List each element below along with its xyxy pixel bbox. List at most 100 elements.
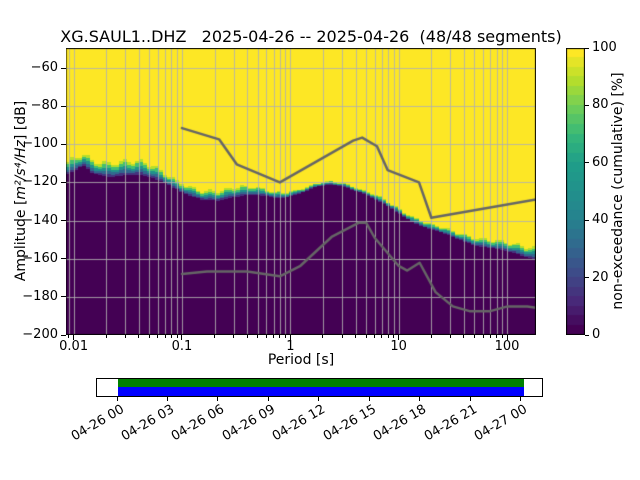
x-axis-minor-tick [430, 335, 432, 338]
y-tick-label: −140 [22, 212, 58, 228]
x-axis-minor-tick [138, 335, 140, 338]
x-axis-minor-tick [164, 335, 166, 338]
timeline-tick [116, 397, 118, 401]
x-tick-label: 10 [390, 339, 407, 354]
colorbar-canvas [566, 48, 585, 335]
colorbar-tick-label: 60 [592, 154, 609, 170]
x-tick-label: 100 [494, 339, 520, 354]
x-axis-minor-tick [355, 335, 357, 338]
colorbar-tick-label: 40 [592, 212, 609, 228]
timeline-tick [267, 397, 269, 401]
x-axis-tick [181, 335, 183, 340]
timeline-tick-label: 04-26 00 [68, 402, 127, 445]
colorbar-tick [585, 104, 589, 106]
x-axis-tick [506, 335, 508, 340]
x-axis-minor-tick [214, 335, 216, 338]
x-axis-minor-tick [365, 335, 367, 338]
colorbar [566, 48, 585, 335]
x-axis-minor-tick [473, 335, 475, 338]
y-tick-label: −120 [22, 174, 58, 190]
x-axis-minor-tick [482, 335, 484, 338]
x-axis-minor-tick [381, 335, 383, 338]
colorbar-tick-label: 80 [592, 97, 609, 113]
y-axis-tick [61, 143, 66, 145]
x-axis-minor-tick [176, 335, 178, 338]
timeline-tick-label: 04-26 09 [219, 402, 278, 445]
x-axis-minor-tick [449, 335, 451, 338]
x-axis-minor-tick [233, 335, 235, 338]
y-tick-label: −160 [22, 250, 58, 266]
timeline-tick [368, 397, 370, 401]
x-axis-minor-tick [265, 335, 267, 338]
x-axis-minor-tick [68, 335, 70, 338]
y-axis-tick [61, 220, 66, 222]
colorbar-label: non-exceedance (cumulative) [%] [610, 72, 626, 310]
timeline-tick-label: 04-26 15 [320, 402, 379, 445]
y-axis-tick [61, 67, 66, 69]
timeline-tick-label: 04-27 00 [471, 402, 530, 445]
timeline-tick [166, 397, 168, 401]
x-tick-label: 0.1 [171, 339, 193, 354]
x-axis-minor-tick [124, 335, 126, 338]
timeline-tick-label: 04-26 06 [169, 402, 228, 445]
x-axis-minor-tick [284, 335, 286, 338]
timeline-tick-label: 04-26 18 [371, 402, 430, 445]
timeline-tick-label: 04-26 21 [421, 402, 480, 445]
x-axis-minor-tick [374, 335, 376, 338]
colorbar-tick-label: 20 [592, 269, 609, 285]
timeline-tick [520, 397, 521, 401]
y-tick-label: −200 [22, 327, 58, 342]
timeline-tick [469, 397, 471, 401]
timeline-tick [318, 397, 320, 401]
colorbar-tick-label: 0 [592, 327, 601, 342]
y-axis-tick [61, 105, 66, 107]
y-axis-tick [61, 334, 66, 336]
colorbar-tick [585, 219, 589, 221]
x-axis-minor-tick [322, 335, 324, 338]
y-tick-label: −80 [30, 98, 58, 114]
x-axis-minor-tick [393, 335, 395, 338]
x-axis-label: Period [s] [267, 352, 335, 368]
coverage-processed-bar [118, 379, 524, 387]
timeline-tick-label: 04-26 03 [118, 402, 177, 445]
colorbar-tick-label: 100 [592, 40, 617, 55]
y-axis-tick [61, 296, 66, 298]
data-coverage-timeline [96, 378, 543, 397]
y-axis-tick [61, 181, 66, 183]
colorbar-tick [585, 277, 589, 279]
colorbar-tick [585, 334, 589, 336]
x-axis-minor-tick [148, 335, 150, 338]
x-axis-minor-tick [157, 335, 159, 338]
x-axis-minor-tick [463, 335, 465, 338]
colorbar-tick [585, 162, 589, 164]
x-axis-minor-tick [496, 335, 498, 338]
colorbar-tick [585, 47, 589, 49]
y-tick-label: −60 [30, 60, 58, 76]
x-axis-minor-tick [489, 335, 491, 338]
timeline-tick-label: 04-26 12 [270, 402, 329, 445]
x-axis-minor-tick [273, 335, 275, 338]
x-axis-minor-tick [387, 335, 389, 338]
x-axis-minor-tick [257, 335, 259, 338]
x-axis-minor-tick [501, 335, 503, 338]
ppsd-heatmap-canvas [66, 48, 536, 335]
x-axis-minor-tick [341, 335, 343, 338]
x-axis-minor-tick [246, 335, 248, 338]
y-tick-label: −180 [22, 288, 58, 304]
x-axis-minor-tick [279, 335, 281, 338]
plot-title: XG.SAUL1..DHZ 2025-04-26 -- 2025-04-26 (… [60, 27, 562, 46]
x-axis-tick [73, 335, 75, 340]
y-tick-label: −100 [22, 136, 58, 152]
x-axis-minor-tick [105, 335, 107, 338]
ppsd-plot-area [66, 48, 536, 335]
x-axis-tick [398, 335, 400, 340]
timeline-tick [419, 397, 421, 401]
x-axis-tick [289, 335, 291, 340]
timeline-tick [217, 397, 219, 401]
x-tick-label: 1 [286, 339, 295, 354]
x-tick-label: 0.01 [59, 339, 89, 354]
x-axis-minor-tick [170, 335, 172, 338]
y-axis-tick [61, 258, 66, 260]
coverage-data-bar [118, 387, 524, 396]
